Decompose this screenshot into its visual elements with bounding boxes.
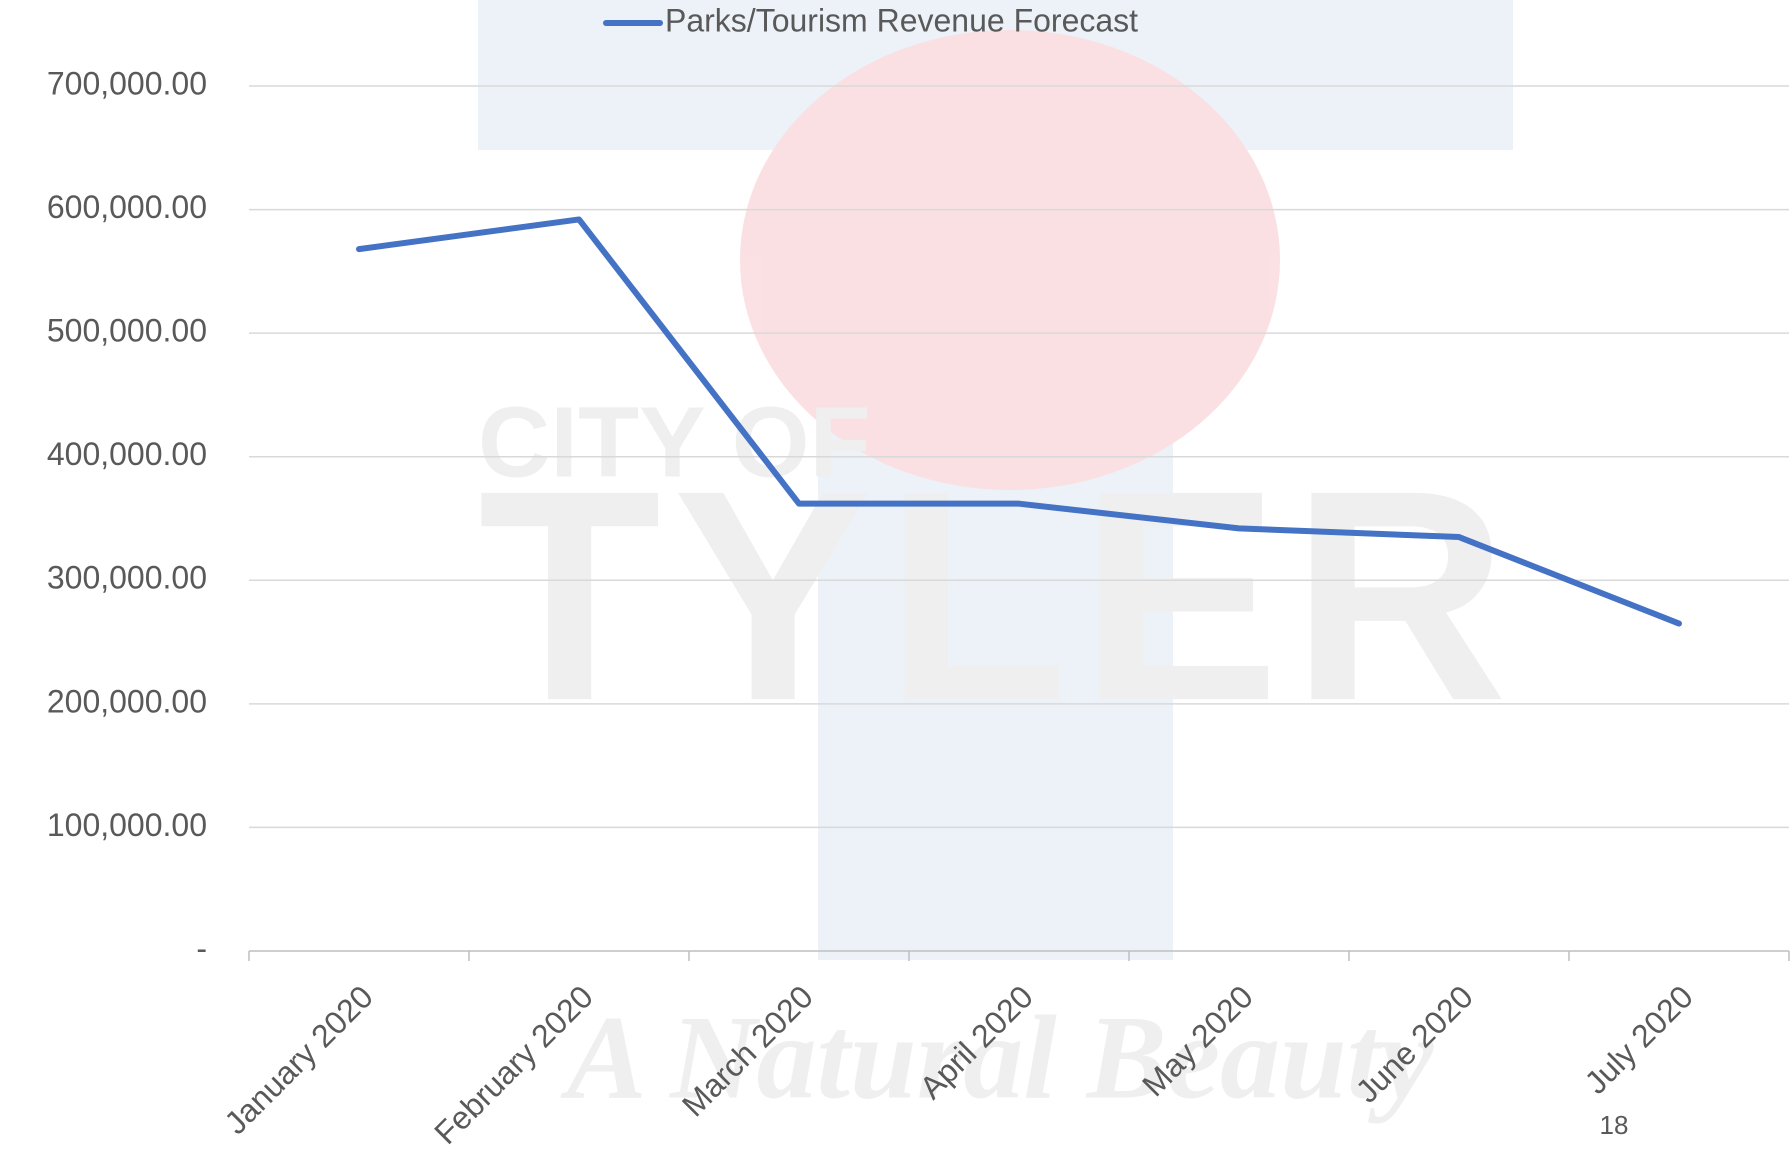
- x-tick-label: January 2020: [217, 978, 380, 1141]
- y-tick-label: -: [196, 930, 207, 966]
- y-tick-label: 300,000.00: [47, 560, 207, 596]
- y-tick-label: 200,000.00: [47, 683, 207, 719]
- legend-label: Parks/Tourism Revenue Forecast: [665, 2, 1138, 38]
- y-tick-label: 100,000.00: [47, 807, 207, 843]
- y-tick-label: 500,000.00: [47, 313, 207, 349]
- y-tick-label: 600,000.00: [47, 189, 207, 225]
- y-tick-label: 400,000.00: [47, 436, 207, 472]
- page-number: 18: [1600, 1110, 1629, 1140]
- watermark-text: TYLER: [478, 427, 1508, 763]
- x-tick-label: July 2020: [1578, 978, 1700, 1100]
- watermark: CITY OF TYLER A Natural Beauty: [478, 0, 1513, 1124]
- y-tick-label: 700,000.00: [47, 65, 207, 101]
- chart: CITY OF TYLER A Natural Beauty 18 - 100,0…: [0, 0, 1792, 1165]
